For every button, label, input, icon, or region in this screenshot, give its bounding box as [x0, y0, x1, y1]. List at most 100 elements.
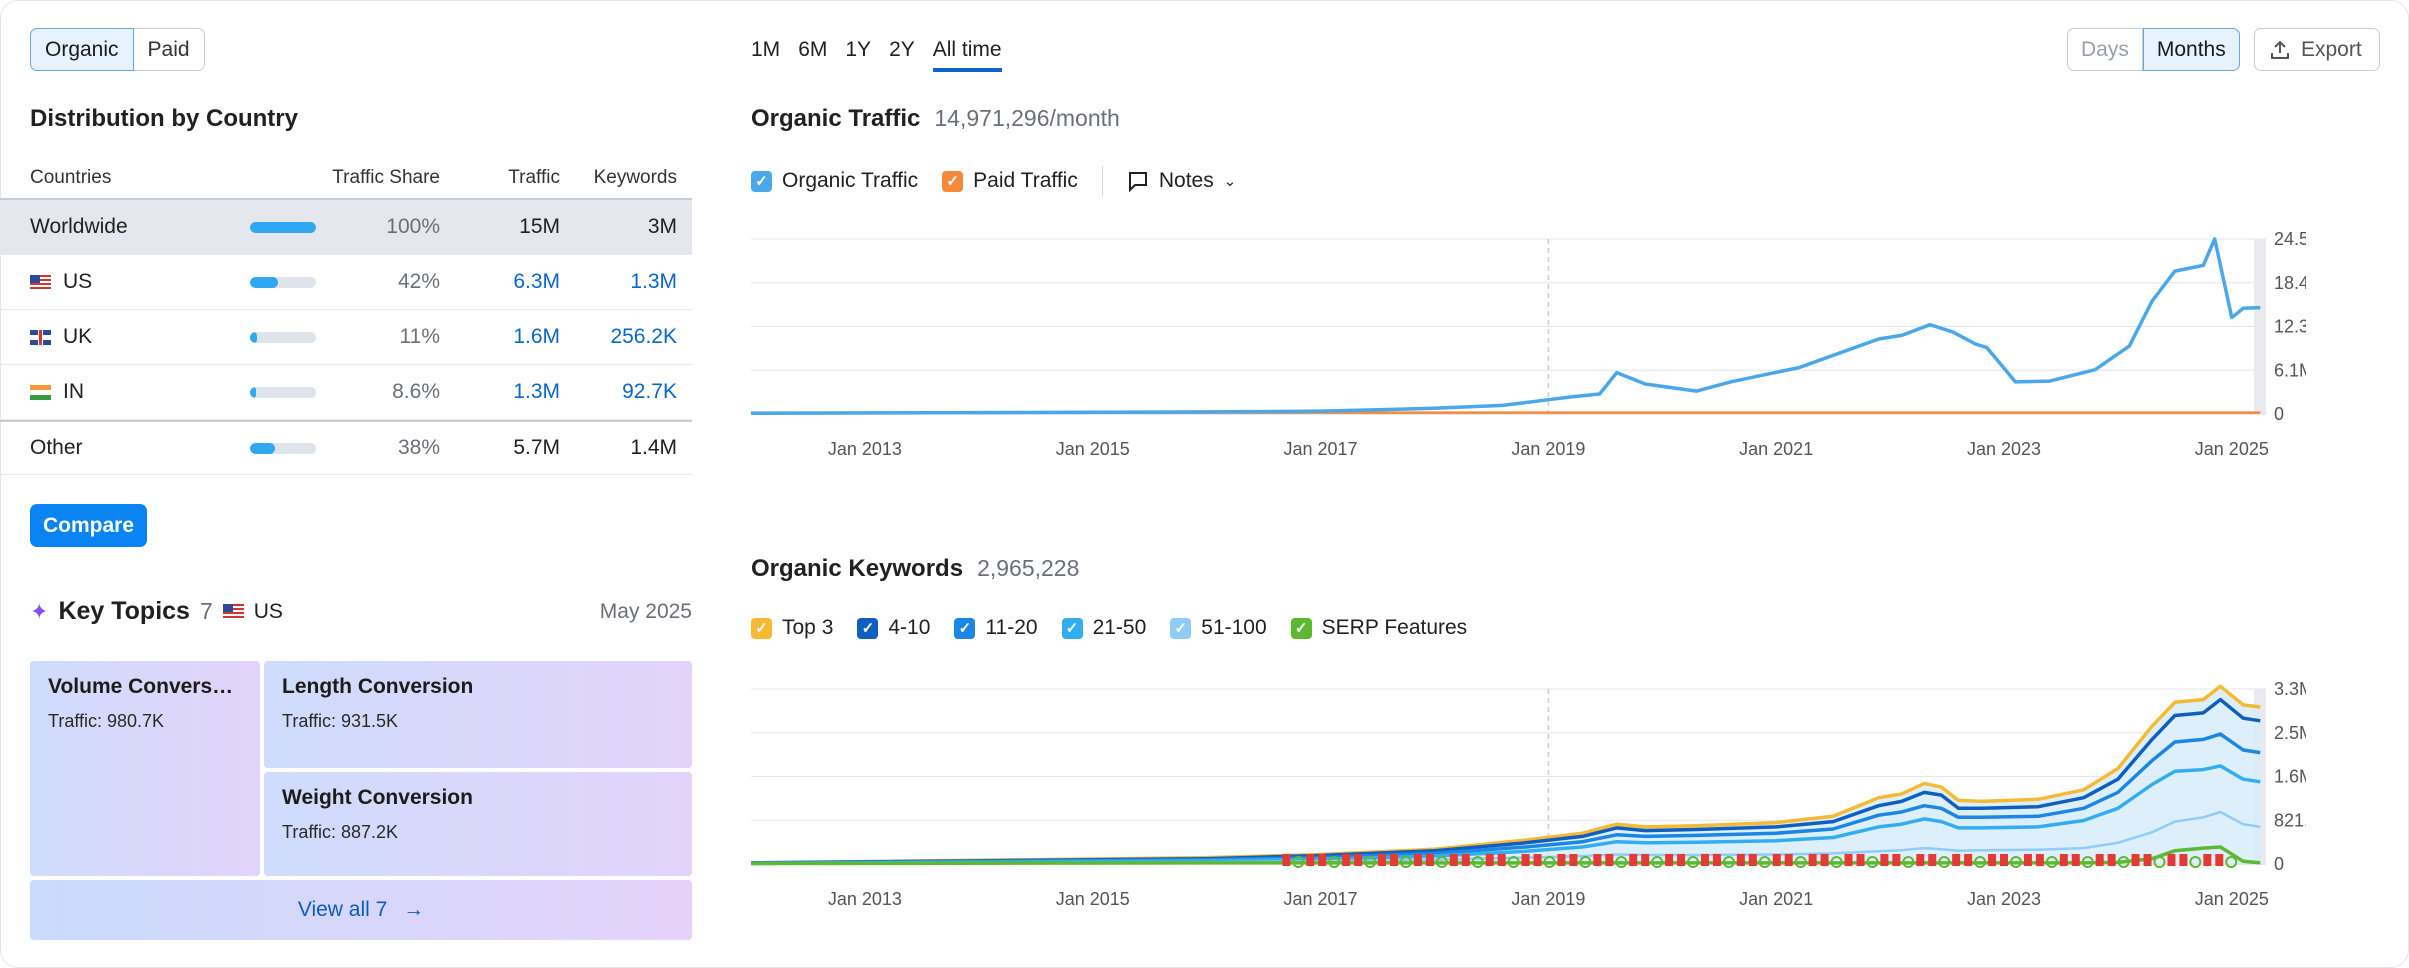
share-value: 11%: [399, 325, 440, 348]
serp-feature-marker: [1928, 854, 1937, 866]
keywords-link[interactable]: 92.7K: [622, 380, 677, 403]
serp-feature-marker: [2131, 854, 2140, 866]
serp-feature-marker: [2059, 854, 2068, 866]
keywords-chart-header: Organic Keywords 2,965,228: [751, 555, 1079, 583]
range-tab[interactable]: 6M: [798, 38, 828, 61]
export-icon: [2271, 40, 2289, 59]
traffic-chart-header: Organic Traffic 14,971,296/month: [751, 105, 1120, 133]
country-name: Other: [30, 436, 83, 459]
view-all-topics-button[interactable]: View all 7 →: [30, 880, 692, 940]
x-tick-label: Jan 2021: [1739, 439, 1813, 459]
table-row-us[interactable]: US 42% 6.3M 1.3M: [0, 255, 692, 310]
country-name: UK: [63, 325, 93, 348]
traffic-link[interactable]: 1.6M: [513, 325, 560, 348]
traffic-chart: 24.5M 18.4M 12.3M 6.1M 0 Jan 2013 Jan 2015 Jan …: [751, 229, 2306, 459]
serp-feature-marker: [1282, 854, 1291, 866]
keywords-link[interactable]: 1.3M: [630, 270, 677, 293]
legend-label: Top 3: [782, 616, 834, 639]
paid-toggle-button[interactable]: Paid: [133, 28, 205, 71]
key-topics-header: ✦ Key Topics 7 US May 2025: [30, 597, 692, 626]
keywords-value: 1.4M: [630, 436, 677, 459]
divider: [1101, 166, 1103, 196]
export-button[interactable]: Export: [2254, 28, 2380, 71]
x-tick-label: Jan 2013: [828, 889, 902, 909]
checkbox-checked-icon: ✓: [1061, 617, 1083, 639]
keywords-link[interactable]: 256.2K: [610, 325, 677, 348]
y-tick-label: 0: [2274, 854, 2284, 874]
serp-feature-marker: [2081, 856, 2094, 868]
checkbox-checked-icon: ✓: [1290, 617, 1312, 639]
legend-label: 11-20: [985, 616, 1038, 639]
table-row-in[interactable]: IN 8.6% 1.3M 92.7K: [0, 365, 692, 420]
serp-feature-marker: [1413, 854, 1422, 866]
serp-feature-marker: [1292, 856, 1305, 868]
x-tick-label: Jan 2023: [1967, 439, 2041, 459]
traffic-link[interactable]: 6.3M: [513, 270, 560, 293]
serp-feature-marker: [1938, 856, 1951, 868]
topic-name: Volume Convers…: [48, 675, 234, 698]
legend-organic-traffic[interactable]: ✓ Organic Traffic: [751, 169, 918, 193]
export-label: Export: [2301, 38, 2362, 61]
x-tick-label: Jan 2019: [1511, 439, 1585, 459]
view-all-label: View all 7: [297, 898, 388, 921]
in-flag-icon: [30, 384, 51, 400]
traffic-link[interactable]: 1.3M: [513, 380, 560, 403]
us-flag-icon: [30, 274, 51, 290]
legend-top-3[interactable]: ✓ Top 3: [751, 616, 833, 640]
range-tab-active[interactable]: All time: [932, 38, 1002, 72]
serp-feature-marker: [1892, 854, 1901, 866]
sparkle-icon: ✦: [30, 598, 49, 624]
x-tick-label: Jan 2021: [1739, 889, 1813, 909]
notes-dropdown[interactable]: Notes ⌄: [1127, 169, 1236, 193]
key-topics-title: Key Topics: [58, 597, 190, 625]
topic-tile[interactable]: Length Conversion Traffic: 931.5K: [264, 661, 692, 768]
range-tab[interactable]: 2Y: [889, 38, 915, 61]
traffic-value: 5.7M: [513, 436, 560, 459]
range-tab[interactable]: 1Y: [845, 38, 872, 61]
organic-toggle-button[interactable]: Organic: [30, 28, 134, 71]
legend-paid-traffic[interactable]: ✓ Paid Traffic: [942, 169, 1078, 193]
legend-4-10[interactable]: ✓ 4-10: [857, 616, 930, 640]
range-tab[interactable]: 1M: [751, 38, 781, 61]
legend-label: 21-50: [1092, 616, 1147, 639]
legend-21-50[interactable]: ✓ 21-50: [1061, 616, 1147, 640]
serp-feature-marker: [2117, 856, 2130, 868]
serp-feature-marker: [1748, 854, 1757, 866]
notes-icon: [1128, 172, 1147, 192]
y-tick-label: 18.4M: [2274, 273, 2306, 293]
serp-feature-marker: [1722, 856, 1735, 868]
serp-feature-marker: [2023, 854, 2032, 866]
keywords-chart-value: 2,965,228: [977, 555, 1080, 581]
legend-51-100[interactable]: ✓ 51-100: [1170, 616, 1267, 640]
serp-feature-marker: [1964, 854, 1973, 866]
topic-tiles: Volume Convers… Traffic: 980.7K Length C…: [30, 661, 692, 940]
topic-tile[interactable]: Volume Convers… Traffic: 980.7K: [30, 661, 260, 876]
days-button[interactable]: Days: [2067, 28, 2143, 71]
serp-feature-marker: [1784, 854, 1793, 866]
table-row-uk[interactable]: UK 11% 1.6M 256.2K: [0, 310, 692, 365]
traffic-chart-value: 14,971,296/month: [934, 105, 1120, 131]
y-tick-label: 0: [2274, 404, 2284, 424]
y-tick-label: 12.3M: [2274, 317, 2306, 337]
keywords-legend: ✓ Top 3 ✓ 4-10 ✓ 11-20 ✓ 21-50 ✓ 51-100 ✓ SERP Feat…: [751, 616, 1491, 640]
serp-feature-marker: [2107, 854, 2116, 866]
checkbox-checked-icon: ✓: [942, 170, 964, 192]
serp-feature-marker: [2153, 856, 2166, 868]
serp-feature-marker: [2225, 856, 2238, 868]
checkbox-checked-icon: ✓: [751, 617, 772, 639]
topic-name: Weight Conversion: [282, 786, 473, 809]
serp-feature-marker: [1533, 854, 1542, 866]
compare-button[interactable]: Compare: [30, 504, 148, 547]
serp-feature-marker: [1700, 854, 1709, 866]
y-tick-label: 1.6M: [2274, 767, 2306, 787]
months-button[interactable]: Months: [2142, 28, 2240, 71]
y-tick-label: 3.3M: [2274, 679, 2306, 699]
organic-paid-toggle: Organic Paid: [30, 28, 205, 71]
topic-tile[interactable]: Weight Conversion Traffic: 887.2K: [264, 772, 692, 876]
table-row-worldwide[interactable]: Worldwide 100% 15M 3M: [0, 200, 692, 255]
legend-serp-features[interactable]: ✓ SERP Features: [1290, 616, 1467, 640]
distribution-panel: Organic Paid Distribution by Country Cou…: [0, 0, 692, 968]
col-keywords: Keywords: [593, 167, 677, 188]
arrow-right-icon: →: [403, 898, 425, 921]
legend-11-20[interactable]: ✓ 11-20: [954, 616, 1038, 640]
